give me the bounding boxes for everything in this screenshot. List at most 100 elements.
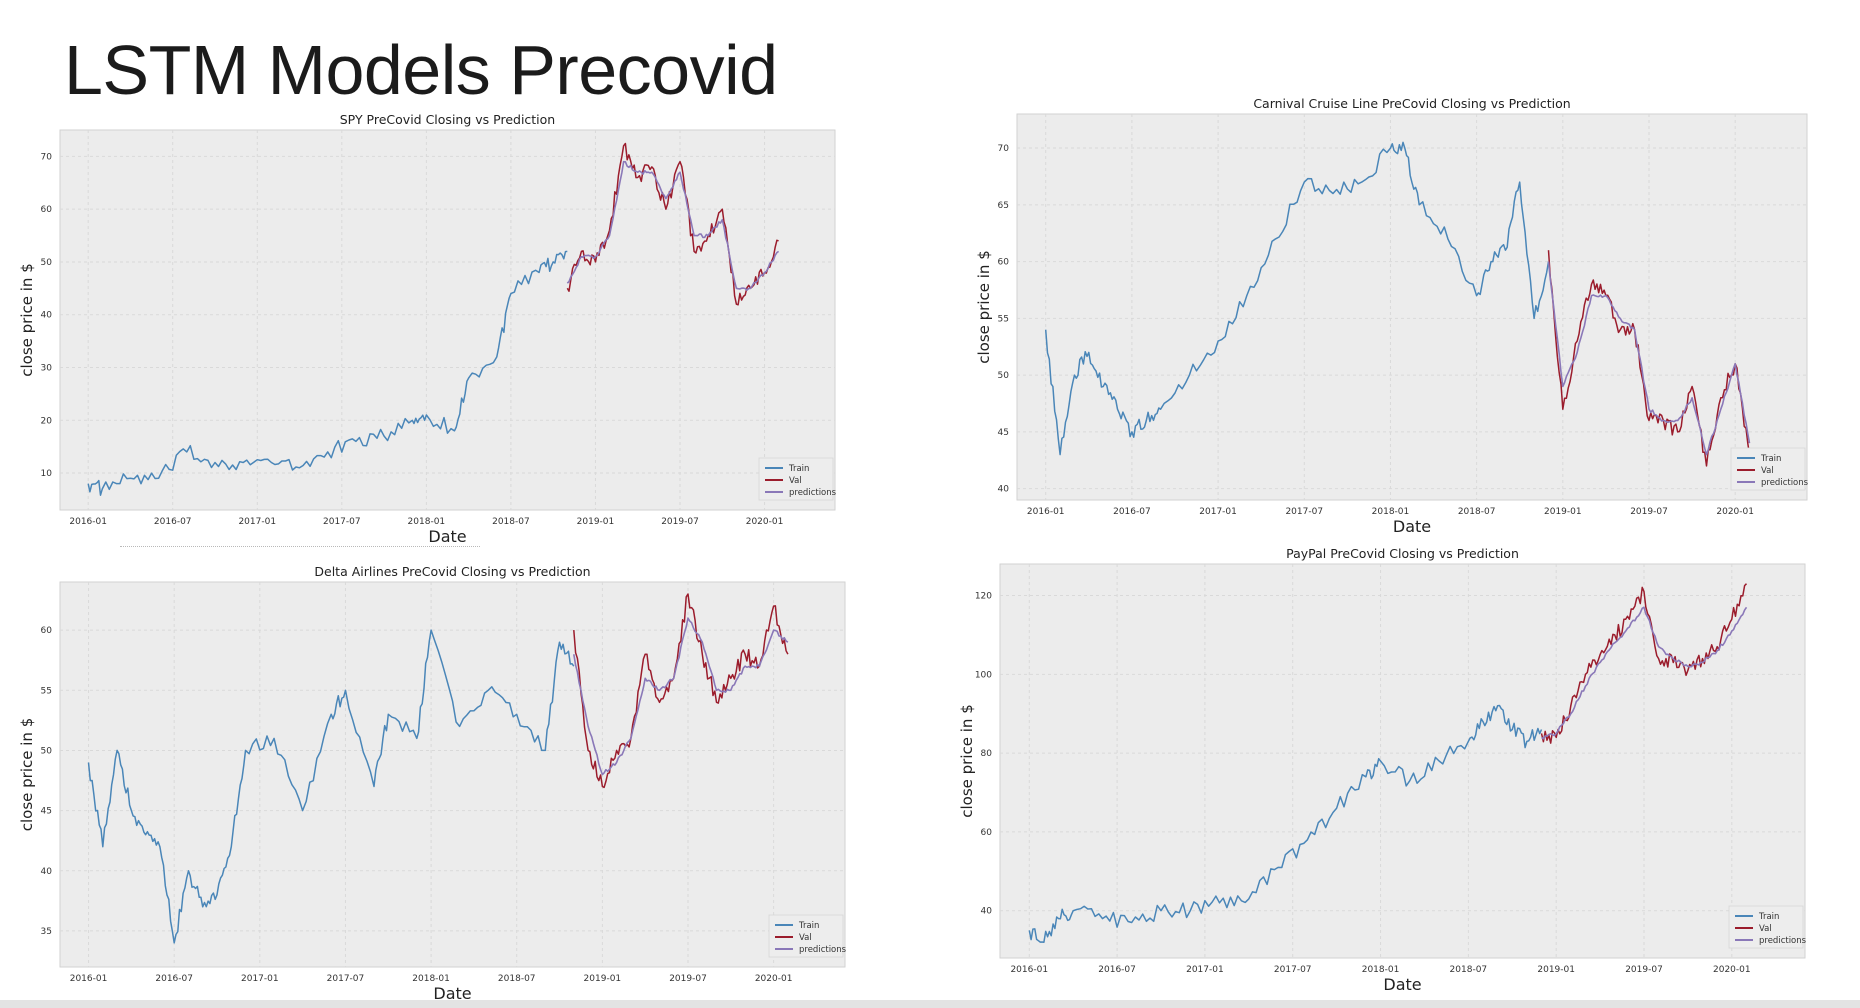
x-tick-label: 2020-01 (1716, 507, 1754, 517)
legend-label-train: Train (1758, 912, 1779, 922)
x-tick-label: 2018-07 (498, 974, 536, 984)
series-line-val (1540, 583, 1748, 744)
y-tick-label: 10 (41, 469, 53, 479)
y-tick-label: 120 (975, 592, 992, 602)
legend-label-train: Train (788, 464, 809, 474)
chart-title: Delta Airlines PreCovid Closing vs Predi… (314, 564, 590, 579)
x-tick-label: 2020-01 (1713, 965, 1751, 975)
y-axis-label: close price in $ (18, 718, 36, 832)
x-tick-label: 2019-07 (1625, 965, 1663, 975)
slide-title: LSTM Models Precovid (64, 31, 778, 109)
legend-label-predictions: predictions (799, 945, 847, 955)
x-tick-label: 2019-01 (584, 974, 622, 984)
series-line-val (573, 593, 789, 789)
legend-label-val: Val (799, 933, 812, 943)
x-tick-label: 2019-07 (1630, 507, 1668, 517)
x-tick-label: 2017-07 (1274, 965, 1312, 975)
x-tick-label: 2016-01 (1027, 507, 1065, 517)
legend-label-train: Train (798, 921, 819, 931)
x-tick-label: 2019-07 (661, 517, 699, 527)
x-tick-label: 2017-01 (1199, 507, 1237, 517)
series-line-train (87, 629, 575, 944)
x-tick-label: 2017-01 (1186, 965, 1224, 975)
plot-area (999, 563, 1806, 959)
y-axis-label: close price in $ (975, 250, 993, 364)
series-line-predictions (573, 617, 789, 776)
legend-label-val: Val (1761, 466, 1774, 476)
y-axis-label: close price in $ (18, 263, 36, 377)
y-tick-label: 50 (41, 258, 53, 268)
x-tick-label: 2017-01 (238, 517, 276, 527)
chart-title: PayPal PreCovid Closing vs Prediction (1286, 546, 1519, 561)
y-tick-label: 60 (981, 828, 993, 838)
y-tick-label: 55 (41, 686, 52, 696)
x-tick-label: 2017-07 (323, 517, 361, 527)
x-tick-label: 2019-01 (577, 517, 615, 527)
y-tick-label: 40 (981, 907, 993, 917)
x-tick-label: 2016-01 (1010, 965, 1048, 975)
y-tick-label: 40 (41, 311, 53, 321)
x-axis-label: Date (428, 527, 466, 546)
y-tick-label: 50 (41, 746, 53, 756)
x-tick-label: 2018-01 (1372, 507, 1410, 517)
x-tick-label: 2017-07 (1285, 507, 1323, 517)
y-tick-label: 45 (41, 807, 52, 817)
y-tick-label: 80 (981, 749, 993, 759)
x-axis-label: Date (433, 984, 471, 1003)
x-tick-label: 2018-01 (412, 974, 450, 984)
legend-label-val: Val (1759, 924, 1772, 934)
x-tick-label: 2020-01 (746, 517, 784, 527)
x-tick-label: 2017-07 (327, 974, 365, 984)
x-tick-label: 2018-07 (1450, 965, 1488, 975)
y-tick-label: 70 (998, 144, 1010, 154)
y-tick-label: 70 (41, 152, 53, 162)
bottom-rule (0, 1000, 1860, 1008)
y-tick-label: 60 (41, 626, 53, 636)
x-axis-label: Date (1393, 517, 1431, 536)
x-tick-label: 2016-07 (1098, 965, 1136, 975)
chart-delta: 2016-01 2016-07 2017-01 2017-07 2018-01 2018-… (8, 560, 848, 1003)
chart-spy: 2016-01 2016-07 2017-01 2017-07 2018-01 2018-… (12, 108, 837, 546)
y-axis-label: close price in $ (958, 704, 976, 818)
y-tick-label: 30 (41, 364, 53, 374)
legend-label-val: Val (789, 476, 802, 486)
x-tick-label: 2018-07 (1458, 507, 1496, 517)
x-tick-label: 2019-07 (669, 974, 707, 984)
x-tick-label: 2016-07 (154, 517, 192, 527)
y-tick-label: 40 (41, 867, 53, 877)
series-line-train (1028, 704, 1543, 943)
plot-area (1016, 113, 1808, 501)
divider-marks (120, 546, 480, 549)
legend-label-predictions: predictions (1761, 478, 1809, 488)
x-tick-label: 2016-07 (1113, 507, 1151, 517)
y-tick-label: 55 (998, 314, 1009, 324)
x-tick-label: 2016-07 (155, 974, 193, 984)
x-tick-label: 2017-01 (241, 974, 279, 984)
y-tick-label: 40 (998, 485, 1010, 495)
chart-paypal: 2016-01 2016-07 2017-01 2017-07 2018-01 2018-… (955, 542, 1810, 994)
x-tick-label: 2018-01 (1362, 965, 1400, 975)
x-tick-label: 2018-07 (492, 517, 530, 527)
y-tick-label: 60 (998, 258, 1010, 268)
y-tick-label: 100 (975, 670, 992, 680)
x-axis-label: Date (1383, 975, 1421, 994)
series-line-train (1044, 141, 1550, 456)
x-tick-label: 2016-01 (69, 517, 107, 527)
y-tick-label: 65 (998, 201, 1009, 211)
x-tick-label: 2019-01 (1544, 507, 1582, 517)
plot-area (59, 129, 836, 511)
y-tick-label: 35 (41, 927, 52, 937)
chart-carnival-svg: 2016-01 2016-07 2017-01 2017-07 2018-01 2018-… (975, 96, 1809, 536)
chart-delta-svg: 2016-01 2016-07 2017-01 2017-07 2018-01 2018-… (18, 564, 847, 1003)
y-tick-label: 60 (41, 205, 53, 215)
chart-title: SPY PreCovid Closing vs Prediction (340, 112, 555, 127)
series-line-predictions (1547, 261, 1751, 456)
x-tick-label: 2018-01 (408, 517, 446, 527)
x-tick-label: 2016-01 (70, 974, 108, 984)
x-tick-label: 2020-01 (755, 974, 793, 984)
legend-label-train: Train (1760, 454, 1781, 464)
y-tick-label: 20 (41, 416, 53, 426)
y-tick-label: 50 (998, 371, 1010, 381)
series-line-predictions (566, 160, 780, 291)
x-tick-label: 2019-01 (1537, 965, 1575, 975)
